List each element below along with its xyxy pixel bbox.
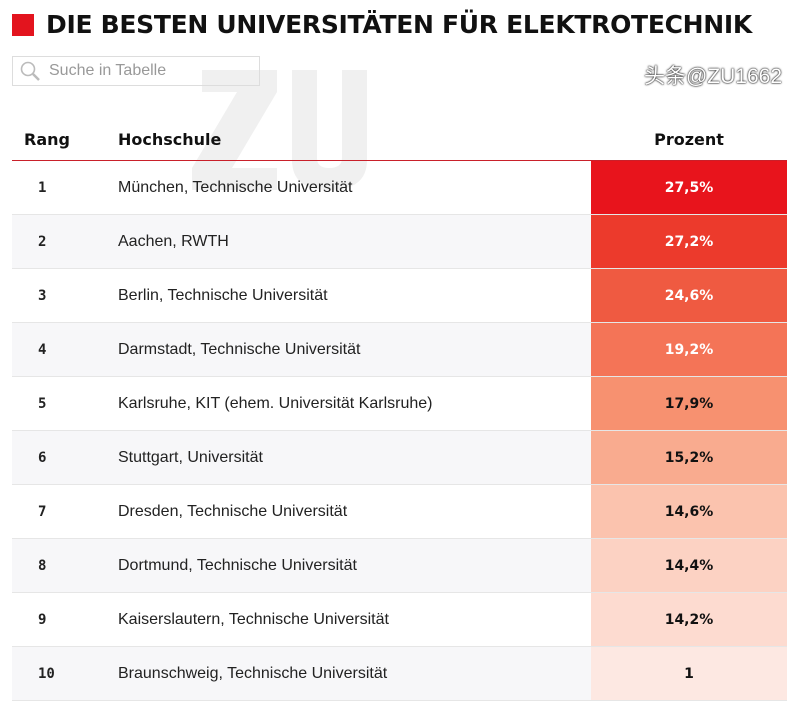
school-cell: Dortmund, Technische Universität	[117, 538, 591, 593]
rank-cell: 1	[12, 160, 117, 215]
page-title: DIE BESTEN UNIVERSITÄTEN FÜR ELEKTROTECH…	[12, 10, 752, 39]
rank-cell: 2	[12, 214, 117, 269]
overlay-watermark: 头条@ZU1662	[643, 65, 782, 88]
ranking-table: Rang Hochschule Prozent 1 München, Techni…	[12, 118, 787, 701]
percent-cell: 14,4%	[591, 538, 787, 593]
table-row: 9 Kaiserslautern, Technische Universität 1…	[12, 592, 787, 647]
table-row: 7 Dresden, Technische Universität 14,6%	[12, 484, 787, 539]
column-header-percent[interactable]: Prozent	[591, 118, 787, 161]
table-row: 5 Karlsruhe, KIT (ehem. Universität Karls…	[12, 376, 787, 431]
school-cell: Dresden, Technische Universität	[117, 484, 591, 539]
school-cell: Stuttgart, Universität	[117, 430, 591, 485]
percent-cell: 27,5%	[591, 160, 787, 215]
percent-cell: 1	[591, 646, 787, 701]
rank-cell: 5	[12, 376, 117, 431]
percent-cell: 24,6%	[591, 268, 787, 323]
rank-cell: 9	[12, 592, 117, 647]
search-input[interactable]	[47, 61, 251, 81]
school-cell: Darmstadt, Technische Universität	[117, 322, 591, 377]
table-row: 6 Stuttgart, Universität 15,2%	[12, 430, 787, 485]
search-box[interactable]	[12, 56, 260, 86]
percent-cell: 17,9%	[591, 376, 787, 431]
percent-cell: 27,2%	[591, 214, 787, 269]
school-cell: Karlsruhe, KIT (ehem. Universität Karlsr…	[117, 376, 591, 431]
rank-cell: 3	[12, 268, 117, 323]
table-row: 2 Aachen, RWTH 27,2%	[12, 214, 787, 269]
school-cell: München, Technische Universität	[117, 160, 591, 215]
school-cell: Braunschweig, Technische Universität	[117, 646, 591, 701]
table-row: 3 Berlin, Technische Universität 24,6%	[12, 268, 787, 323]
search-icon	[20, 61, 40, 81]
percent-cell: 19,2%	[591, 322, 787, 377]
percent-cell: 14,6%	[591, 484, 787, 539]
rank-cell: 10	[12, 646, 117, 701]
rank-cell: 6	[12, 430, 117, 485]
school-cell: Aachen, RWTH	[117, 214, 591, 269]
school-cell: Kaiserslautern, Technische Universität	[117, 592, 591, 647]
column-header-rank[interactable]: Rang	[12, 118, 117, 161]
school-cell: Berlin, Technische Universität	[117, 268, 591, 323]
percent-cell: 14,2%	[591, 592, 787, 647]
rank-cell: 4	[12, 322, 117, 377]
title-text: DIE BESTEN UNIVERSITÄTEN FÜR ELEKTROTECH…	[46, 10, 752, 39]
column-header-school[interactable]: Hochschule	[117, 118, 591, 161]
rank-cell: 7	[12, 484, 117, 539]
rank-cell: 8	[12, 538, 117, 593]
percent-cell: 15,2%	[591, 430, 787, 485]
table-row: 4 Darmstadt, Technische Universität 19,2%	[12, 322, 787, 377]
table-row: 8 Dortmund, Technische Universität 14,4%	[12, 538, 787, 593]
title-marker	[12, 13, 34, 36]
table-row: 1 München, Technische Universität 27,5%	[12, 160, 787, 215]
table-row: 10 Braunschweig, Technische Universität 1	[12, 646, 787, 701]
